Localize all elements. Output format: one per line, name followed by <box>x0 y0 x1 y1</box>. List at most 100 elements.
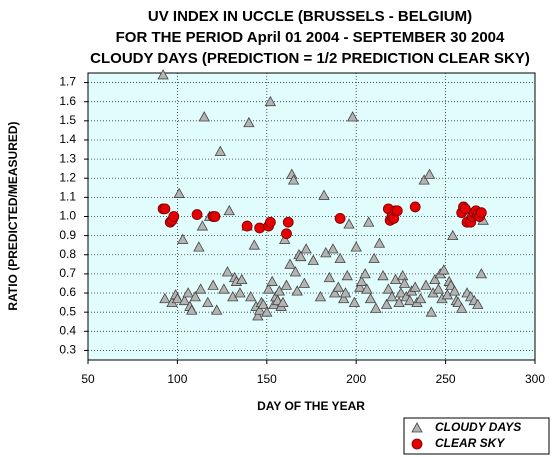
y-axis-label: RATIO (PREDICTED/MEASURED) <box>6 121 20 310</box>
y-tick-label: 1.3 <box>59 151 76 165</box>
circle-marker <box>254 222 266 234</box>
circle-marker <box>334 213 346 224</box>
triangle-marker <box>266 275 278 286</box>
triangle-marker <box>475 268 488 279</box>
chart-title: CLOUDY DAYS (PREDICTION = 1/2 PREDICTION… <box>90 50 530 67</box>
triangle-marker <box>332 281 344 292</box>
triangle-marker <box>295 250 307 262</box>
triangle-marker <box>418 174 430 185</box>
triangle-marker <box>339 287 352 298</box>
triangle-marker <box>193 241 205 252</box>
circle-marker <box>281 228 292 240</box>
triangle-marker <box>257 298 269 309</box>
circle-marker <box>209 211 221 222</box>
triangle-marker <box>452 296 464 308</box>
triangle-marker <box>377 269 389 281</box>
triangle-marker <box>425 306 437 317</box>
triangle-marker <box>432 283 445 294</box>
triangle-marker <box>338 292 350 304</box>
triangle-marker <box>348 296 361 308</box>
triangle-marker <box>173 187 185 198</box>
triangle-marker <box>289 266 302 277</box>
y-tick-label: 0.8 <box>59 247 76 261</box>
y-tick-label: 1.1 <box>59 190 76 204</box>
y-tick-label: 0.3 <box>59 343 76 357</box>
x-tick-label: 200 <box>346 372 366 386</box>
triangle-marker <box>373 237 386 248</box>
triangle-marker <box>245 291 257 302</box>
y-tick-label: 0.4 <box>59 323 76 337</box>
y-tick-label: 1.4 <box>59 132 76 146</box>
triangle-marker <box>404 294 416 306</box>
triangle-marker <box>314 291 327 302</box>
triangle-marker <box>380 298 393 309</box>
triangle-marker <box>236 273 248 285</box>
y-tick-label: 1.0 <box>59 209 76 223</box>
triangle-marker <box>159 292 171 304</box>
triangle-marker <box>223 204 235 216</box>
triangle-marker <box>423 168 436 179</box>
circle-marker <box>159 203 171 215</box>
triangle-marker <box>386 291 398 302</box>
triangle-marker <box>277 296 289 308</box>
triangle-marker <box>252 310 264 321</box>
triangle-marker <box>395 287 407 298</box>
y-tick-label: 0.7 <box>59 266 76 280</box>
triangle-marker <box>243 116 255 128</box>
triangle-marker <box>207 279 219 290</box>
triangle-marker <box>363 216 375 227</box>
triangle-marker <box>202 296 214 308</box>
circle-marker <box>459 203 471 215</box>
x-tick-label: 100 <box>167 372 187 386</box>
triangle-marker <box>280 279 293 290</box>
triangle-marker <box>350 241 362 252</box>
legend-marker <box>411 438 423 450</box>
triangle-marker <box>248 239 260 250</box>
triangle-marker <box>456 302 468 313</box>
triangle-marker <box>189 291 201 302</box>
y-tick-label: 1.7 <box>59 75 76 89</box>
triangle-marker <box>429 273 441 285</box>
legend-label: CLEAR SKY <box>435 436 505 450</box>
triangle-marker <box>194 283 207 294</box>
triangle-marker <box>221 266 234 277</box>
triangle-marker <box>323 271 336 283</box>
triangle-marker <box>472 298 484 309</box>
triangle-marker <box>420 279 432 290</box>
triangle-marker <box>447 229 459 241</box>
triangle-marker <box>171 292 184 304</box>
circle-marker <box>264 216 276 228</box>
triangle-marker <box>211 304 223 315</box>
triangle-marker <box>414 292 427 304</box>
legend-marker <box>411 422 423 433</box>
chart-title: UV INDEX IN UCCLE (BRUSSELS - BELGIUM) <box>148 8 472 25</box>
triangle-marker <box>445 279 457 290</box>
triangle-marker <box>287 174 300 185</box>
triangle-marker <box>177 233 189 244</box>
triangle-marker <box>273 285 285 296</box>
circle-marker <box>191 209 203 220</box>
triangle-marker <box>284 258 296 269</box>
y-tick-label: 1.2 <box>59 170 76 184</box>
triangle-marker <box>327 243 339 254</box>
triangle-marker <box>261 306 273 317</box>
triangle-marker <box>398 277 411 288</box>
circle-marker <box>475 207 487 219</box>
triangle-marker <box>361 283 373 294</box>
triangle-marker <box>359 268 371 279</box>
triangle-marker <box>198 111 210 122</box>
triangle-marker <box>298 277 311 288</box>
triangle-marker <box>157 69 169 80</box>
circle-marker <box>282 216 294 228</box>
triangle-marker <box>368 252 380 263</box>
triangle-marker <box>307 254 319 265</box>
triangle-marker <box>370 302 382 313</box>
triangle-marker <box>182 287 194 298</box>
triangle-marker <box>438 264 450 275</box>
triangle-marker <box>409 281 421 292</box>
triangle-marker <box>343 218 355 229</box>
circle-marker <box>409 201 421 213</box>
x-tick-label: 150 <box>257 372 277 386</box>
